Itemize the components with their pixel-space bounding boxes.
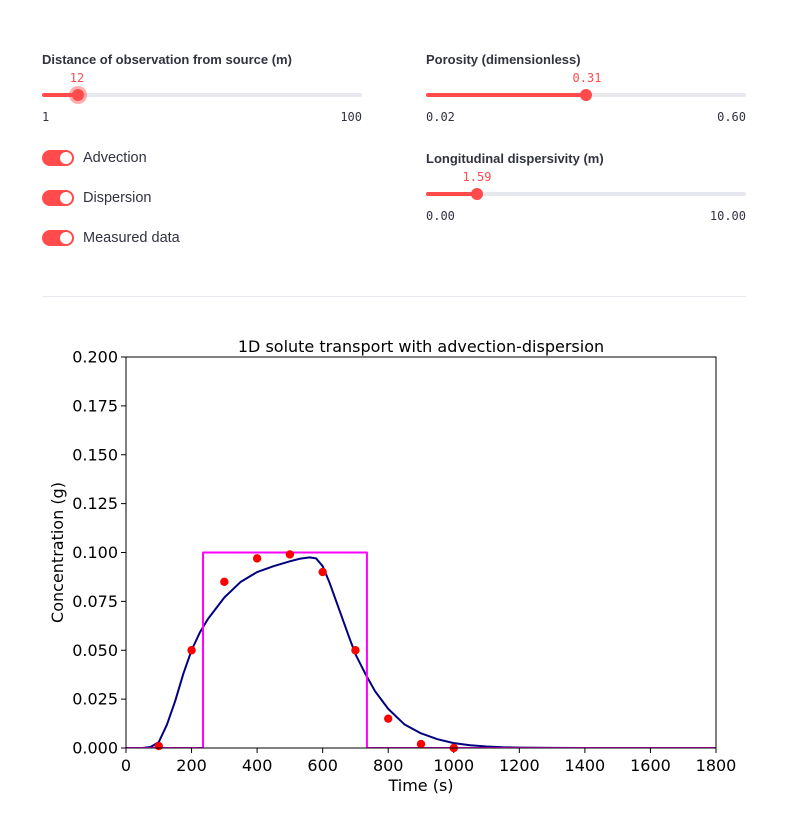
section-divider: [42, 296, 746, 297]
x-tick-label: 0: [121, 756, 131, 775]
x-tick-label: 600: [307, 756, 338, 775]
porosity-slider-max: 0.60: [717, 110, 746, 124]
measured-data-point: [351, 646, 360, 655]
measured-data-toggle-label: Measured data: [83, 230, 180, 246]
measured-data-point: [416, 739, 426, 749]
measured-data-point: [154, 741, 163, 751]
advection-toggle[interactable]: [42, 150, 74, 166]
y-axis-label: Concentration (g): [48, 482, 67, 623]
x-tick-label: 1600: [630, 756, 671, 775]
dispersivity-slider-fill: [426, 192, 477, 196]
distance-slider-min: 1: [42, 110, 50, 124]
concentration-curve: [126, 556, 716, 748]
y-axis: 0.000 0.025 0.050 0.075 0.100 0.125 0.150 0.175…: [72, 348, 126, 758]
advection-toggle-row[interactable]: Advection: [42, 148, 147, 168]
dispersivity-slider-value: 1.59: [462, 170, 492, 184]
distance-slider-track[interactable]: [42, 89, 362, 101]
distance-slider-thumb[interactable]: [71, 89, 84, 101]
distance-slider-value: 12: [69, 71, 85, 85]
distance-slider-label: Distance of observation from source (m): [42, 52, 292, 67]
dispersion-toggle-label: Dispersion: [83, 190, 152, 206]
y-tick-label: 0.200: [72, 348, 118, 367]
y-tick-label: 0.000: [72, 739, 118, 758]
dispersivity-slider-track[interactable]: [426, 188, 746, 200]
plot-area: [126, 550, 716, 753]
dispersion-toggle-row[interactable]: Dispersion: [42, 188, 152, 208]
measured-data-point: [252, 554, 262, 563]
y-tick-label: 0.075: [72, 592, 118, 611]
advection-toggle-label: Advection: [83, 150, 147, 166]
measured-data-point: [285, 550, 295, 559]
x-tick-label: 400: [242, 756, 273, 775]
dispersivity-slider-label: Longitudinal dispersivity (m): [426, 151, 604, 166]
porosity-slider-min: 0.02: [426, 110, 455, 124]
x-tick-label: 200: [176, 756, 207, 775]
measured-data-point: [220, 577, 229, 587]
source-pulse-line: [126, 551, 716, 748]
porosity-slider-fill: [426, 93, 586, 97]
measured-data-point: [384, 714, 393, 723]
dispersivity-slider-thumb[interactable]: [470, 188, 483, 200]
x-tick-label: 1000: [433, 756, 474, 775]
measured-data-toggle[interactable]: [42, 230, 74, 246]
x-axis-label: Time (s): [387, 776, 453, 795]
y-tick-label: 0.050: [72, 641, 118, 660]
x-tick-label: 1800: [696, 756, 737, 775]
toggle-knob: [60, 152, 72, 164]
dispersivity-slider-min: 0.00: [426, 209, 455, 223]
concentration-chart: 1D solute transport with advection-dispe…: [48, 337, 736, 795]
porosity-slider-value: 0.31: [572, 71, 602, 85]
porosity-slider-label: Porosity (dimensionless): [426, 52, 581, 67]
x-tick-label: 1200: [499, 756, 540, 775]
dispersion-toggle[interactable]: [42, 190, 74, 206]
x-tick-label: 1400: [565, 756, 606, 775]
y-tick-label: 0.150: [72, 445, 118, 464]
dispersivity-slider: Longitudinal dispersivity (m) 1.59 0.00 …: [426, 151, 746, 226]
y-tick-label: 0.100: [72, 543, 118, 562]
porosity-slider-thumb[interactable]: [580, 89, 592, 101]
dispersivity-slider-max: 10.00: [709, 209, 746, 223]
chart-title: 1D solute transport with advection-dispe…: [238, 337, 604, 356]
toggle-knob: [60, 192, 72, 204]
distance-slider: Distance of observation from source (m) …: [42, 52, 362, 127]
porosity-slider-track[interactable]: [426, 89, 746, 101]
y-tick-label: 0.125: [72, 494, 118, 513]
measured-data-point: [318, 567, 327, 577]
x-axis: 0 200 400 600 800 1000 1200 1400 1600 1800: [121, 748, 736, 775]
measured-data-point: [187, 646, 196, 655]
y-tick-label: 0.025: [72, 690, 118, 709]
measured-data-toggle-row[interactable]: Measured data: [42, 228, 180, 248]
porosity-slider: Porosity (dimensionless) 0.31 0.02 0.60: [426, 52, 746, 127]
toggle-knob: [60, 232, 72, 244]
plot-frame: [125, 356, 717, 749]
y-tick-label: 0.175: [72, 396, 118, 415]
distance-slider-fill: [42, 93, 78, 97]
x-tick-label: 800: [373, 756, 404, 775]
distance-slider-max: 100: [340, 110, 362, 124]
